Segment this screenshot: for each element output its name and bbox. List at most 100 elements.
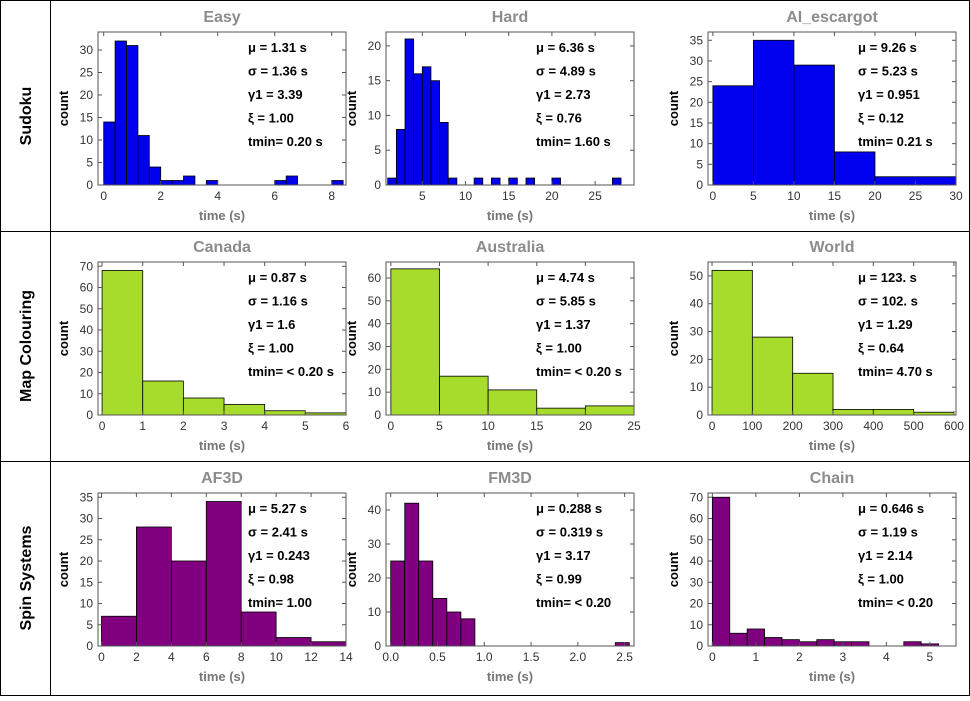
x-tick-label: 8	[328, 189, 335, 203]
x-tick-label: 1	[753, 650, 760, 664]
y-tick-label: 60	[368, 271, 382, 285]
histogram-bar	[781, 639, 800, 647]
histogram-bar	[793, 64, 835, 186]
histogram-bar	[751, 336, 794, 416]
x-tick-label: 2.5	[616, 650, 633, 664]
histogram-bar	[413, 73, 423, 186]
x-tick-label: 300	[823, 419, 843, 433]
histogram-bar	[834, 151, 876, 186]
plot-frame	[385, 261, 635, 416]
x-tick-label: 25	[627, 419, 641, 433]
y-tick-label: 0	[696, 639, 703, 653]
x-tick-label: 0	[100, 189, 107, 203]
y-tick-label: 70	[80, 259, 94, 273]
x-tick-label: 8	[238, 650, 245, 664]
histogram-bar	[614, 642, 630, 647]
chart-title: Canada	[193, 239, 251, 256]
chart-title: FM3D	[488, 470, 532, 487]
stat-annotation: γ1 = 0.951	[858, 87, 920, 102]
x-tick-label: 0.5	[429, 650, 446, 664]
x-tick-label: 15	[530, 419, 544, 433]
y-tick-label: 20	[368, 571, 382, 585]
x-tick-label: 0.0	[382, 650, 399, 664]
histogram-bar	[611, 177, 622, 186]
x-tick-label: 3	[840, 650, 847, 664]
y-tick-label: 30	[368, 537, 382, 551]
y-tick-label: 50	[690, 533, 704, 547]
y-tick-label: 5	[374, 143, 381, 157]
x-tick-label: 1.5	[523, 650, 540, 664]
y-tick-label: 20	[80, 88, 94, 102]
histogram-bar	[832, 409, 874, 416]
x-tick-label: 400	[863, 419, 883, 433]
stat-annotation: γ1 = 0.243	[248, 548, 310, 563]
y-tick-label: 50	[690, 269, 704, 283]
histogram-bar	[711, 269, 753, 416]
histogram-bar	[274, 180, 287, 186]
stat-annotation: σ = 102. s	[858, 294, 918, 309]
row-label-spin-systems: Spin Systems	[18, 525, 35, 630]
histogram-bar	[712, 85, 754, 186]
y-tick-label: 25	[690, 75, 704, 89]
y-tick-label: 20	[690, 597, 704, 611]
histogram-bar	[101, 270, 144, 416]
x-tick-label: 0	[709, 650, 716, 664]
stat-annotation: ξ = 1.00	[536, 341, 582, 356]
stat-annotation: ξ = 1.00	[248, 111, 294, 126]
y-tick-label: 35	[690, 33, 704, 47]
chart-title: Chain	[810, 470, 854, 487]
x-axis-label: time (s)	[809, 438, 855, 453]
histogram-australia: Australia 0 5 10 15 20 25 0 10 20 30 40 50 60 time (s)…	[344, 239, 641, 453]
histogram-bar	[851, 641, 870, 647]
plot-frame	[707, 492, 957, 647]
histogram-bar	[404, 38, 415, 186]
y-tick-label: 0	[374, 178, 381, 192]
plot-frame	[385, 492, 635, 647]
histogram-bar	[103, 121, 116, 186]
y-axis-label: count	[666, 90, 681, 126]
x-tick-label: 10	[269, 650, 283, 664]
x-tick-label: 14	[339, 650, 353, 664]
histogram-bar	[160, 180, 173, 186]
stat-annotation: ξ = 1.00	[858, 572, 904, 587]
histogram-bar	[446, 611, 462, 647]
histogram-bar	[275, 637, 312, 647]
stat-annotation: σ = 1.16 s	[248, 294, 308, 309]
y-tick-label: 0	[86, 408, 93, 422]
y-tick-label: 60	[80, 281, 94, 295]
y-tick-label: 30	[690, 325, 704, 339]
histogram-bar	[584, 405, 635, 416]
histogram-bar	[460, 618, 476, 647]
x-tick-label: 12	[304, 650, 318, 664]
x-tick-label: 15	[828, 189, 842, 203]
histogram-bar	[114, 40, 127, 186]
y-tick-label: 30	[368, 339, 382, 353]
x-tick-label: 20	[579, 419, 593, 433]
y-tick-label: 0	[86, 178, 93, 192]
stat-annotation: γ1 = 1.37	[536, 317, 591, 332]
histogram-af3d: AF3D 0 2 4 6 8 10 12 14 0 5 10 15 20 25 30 35 time (s) cou…	[56, 470, 353, 684]
row-label-map-colouring: Map Colouring	[18, 290, 35, 402]
y-tick-label: 40	[690, 554, 704, 568]
y-tick-label: 20	[368, 362, 382, 376]
x-axis-label: time (s)	[809, 208, 855, 223]
stat-annotation: ξ = 0.76	[536, 111, 582, 126]
x-tick-label: 6	[203, 650, 210, 664]
stat-annotation: γ1 = 3.17	[536, 548, 591, 563]
stat-annotation: tmin= 4.70 s	[858, 364, 933, 379]
plot-frame	[97, 261, 347, 416]
x-tick-label: 6	[271, 189, 278, 203]
histogram-bar	[432, 598, 448, 647]
stat-annotation: μ = 1.31 s	[248, 40, 307, 55]
x-tick-label: 2	[180, 419, 187, 433]
stat-annotation: tmin= 0.20 s	[248, 134, 323, 149]
histogram-bar	[421, 66, 432, 186]
x-tick-label: 25	[909, 189, 923, 203]
y-tick-label: 40	[368, 317, 382, 331]
histogram-bar	[390, 268, 440, 416]
y-tick-label: 70	[690, 490, 704, 504]
y-axis-label: count	[344, 320, 359, 356]
y-tick-label: 0	[86, 639, 93, 653]
y-tick-label: 0	[374, 408, 381, 422]
